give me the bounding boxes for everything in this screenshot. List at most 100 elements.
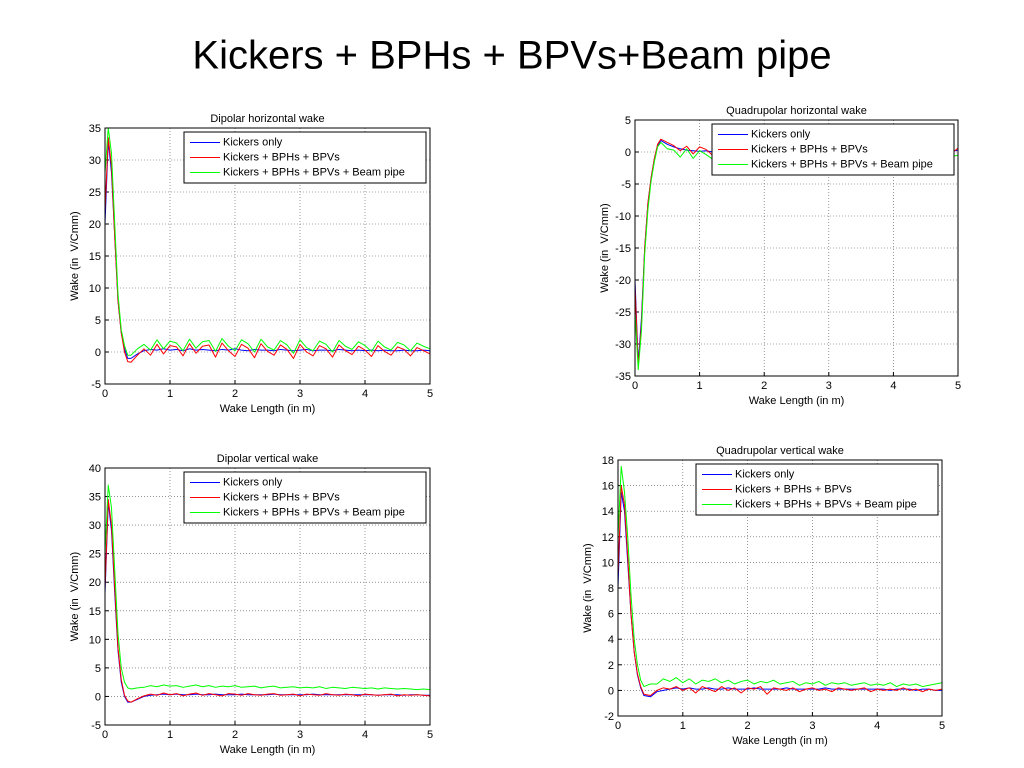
x-axis-label: Wake Length (in m): [220, 403, 316, 415]
series-line: [617, 491, 942, 698]
legend-label: Kickers only: [223, 136, 283, 148]
y-tick-label: -30: [615, 339, 631, 351]
legend-box: [695, 463, 939, 516]
y-tick-label: 25: [89, 187, 101, 199]
series-line: [617, 465, 943, 688]
x-tick-label: 5: [955, 380, 961, 392]
x-tick-label: 3: [826, 380, 832, 392]
y-tick-label: 30: [89, 520, 101, 532]
legend-label: Kickers + BPHs + BPVs: [223, 491, 340, 503]
legend-label: Kickers + BPHs + BPVs + Beam pipe: [735, 498, 917, 510]
y-tick-label: -5: [91, 379, 101, 391]
legend-label: Kickers + BPHs + BPVs + Beam pipe: [223, 166, 405, 178]
y-tick-label: -5: [91, 720, 101, 732]
y-tick-label: -35: [615, 371, 631, 383]
x-tick-label: 1: [167, 729, 173, 741]
y-tick-label: 12: [602, 532, 614, 544]
x-tick-label: 1: [680, 720, 686, 732]
x-axis-label: Wake Length (in m): [749, 395, 845, 407]
x-tick-label: 1: [167, 388, 173, 400]
y-tick-label: 2: [608, 660, 614, 672]
x-tick-label: 4: [874, 720, 880, 732]
y-tick-label: 4: [608, 634, 614, 646]
legend-box: [183, 471, 427, 524]
y-tick-label: 20: [89, 577, 101, 589]
y-tick-label: 16: [602, 481, 614, 493]
plot-frame: [617, 459, 943, 717]
x-axis-label: Wake Length (in m): [732, 735, 828, 747]
legend-label: Kickers + BPHs + BPVs: [223, 151, 340, 163]
x-tick-label: 2: [745, 720, 751, 732]
y-tick-label: 0: [95, 347, 101, 359]
y-axis-label: Wake (in V/Cmm): [599, 203, 611, 292]
x-tick-label: 5: [427, 388, 433, 400]
y-tick-label: -20: [615, 275, 631, 287]
x-tick-label: 3: [297, 388, 303, 400]
chart-title: Dipolar horizontal wake: [210, 113, 324, 125]
y-axis-label: Wake (in V/Cmm): [582, 543, 594, 632]
x-tick-label: 2: [232, 729, 238, 741]
y-tick-label: 15: [89, 251, 101, 263]
legend-label: Kickers + BPHs + BPVs: [735, 483, 852, 495]
y-tick-label: 15: [89, 606, 101, 618]
y-tick-label: 35: [89, 492, 101, 504]
y-tick-label: 5: [95, 663, 101, 675]
chart-title: Quadrupolar vertical wake: [716, 445, 844, 457]
y-tick-label: 30: [89, 155, 101, 167]
x-tick-label: 0: [102, 388, 108, 400]
y-tick-label: 10: [89, 283, 101, 295]
y-tick-label: 5: [625, 115, 631, 127]
plot-frame: [104, 467, 431, 726]
x-tick-label: 5: [939, 720, 945, 732]
y-tick-label: 35: [89, 123, 101, 135]
x-tick-label: 3: [809, 720, 815, 732]
legend-label: Kickers only: [751, 128, 811, 140]
y-tick-label: 20: [89, 219, 101, 231]
x-axis-label: Wake Length (in m): [220, 744, 316, 756]
x-tick-label: 0: [102, 729, 108, 741]
y-tick-label: -10: [615, 211, 631, 223]
chart: 0 1 2 3 4 5 -35 -30 -25 -20 -15 -10 -5 0 5 Quadrupolar …: [599, 105, 961, 407]
x-tick-label: 4: [890, 380, 896, 392]
x-tick-label: 2: [232, 388, 238, 400]
x-tick-label: 1: [697, 380, 703, 392]
series-line: [104, 498, 431, 703]
series-line: [617, 485, 943, 697]
legend-label: Kickers + BPHs + BPVs: [751, 143, 868, 155]
x-tick-label: 4: [362, 388, 368, 400]
y-tick-label: 8: [608, 583, 614, 595]
chart-title: Quadrupolar horizontal wake: [726, 105, 867, 117]
y-tick-label: 40: [89, 463, 101, 475]
y-tick-label: -15: [615, 243, 631, 255]
x-tick-label: 4: [362, 729, 368, 741]
legend-label: Kickers + BPHs + BPVs + Beam pipe: [223, 506, 405, 518]
series-line: [104, 484, 431, 691]
legend-label: Kickers only: [223, 476, 283, 488]
legend-box: [183, 131, 427, 184]
y-axis-label: Wake (in V/Cmm): [69, 211, 81, 300]
series-line: [104, 140, 431, 359]
y-tick-label: 14: [602, 506, 614, 518]
legend-label: Kickers + BPHs + BPVs + Beam pipe: [751, 158, 933, 170]
y-tick-label: 0: [608, 685, 614, 697]
x-tick-label: 0: [615, 720, 621, 732]
y-tick-label: 25: [89, 549, 101, 561]
y-tick-label: 6: [608, 609, 614, 621]
y-tick-label: -5: [621, 179, 631, 191]
legend-box: [711, 123, 955, 176]
y-tick-label: -25: [615, 307, 631, 319]
y-tick-label: -2: [604, 711, 614, 723]
y-tick-label: 5: [95, 315, 101, 327]
y-tick-label: 18: [602, 455, 614, 467]
series-line: [104, 137, 431, 363]
x-tick-label: 2: [761, 380, 767, 392]
y-tick-label: 0: [95, 691, 101, 703]
x-tick-label: 3: [297, 729, 303, 741]
plot-frame: [104, 127, 431, 385]
y-tick-label: 10: [602, 557, 614, 569]
